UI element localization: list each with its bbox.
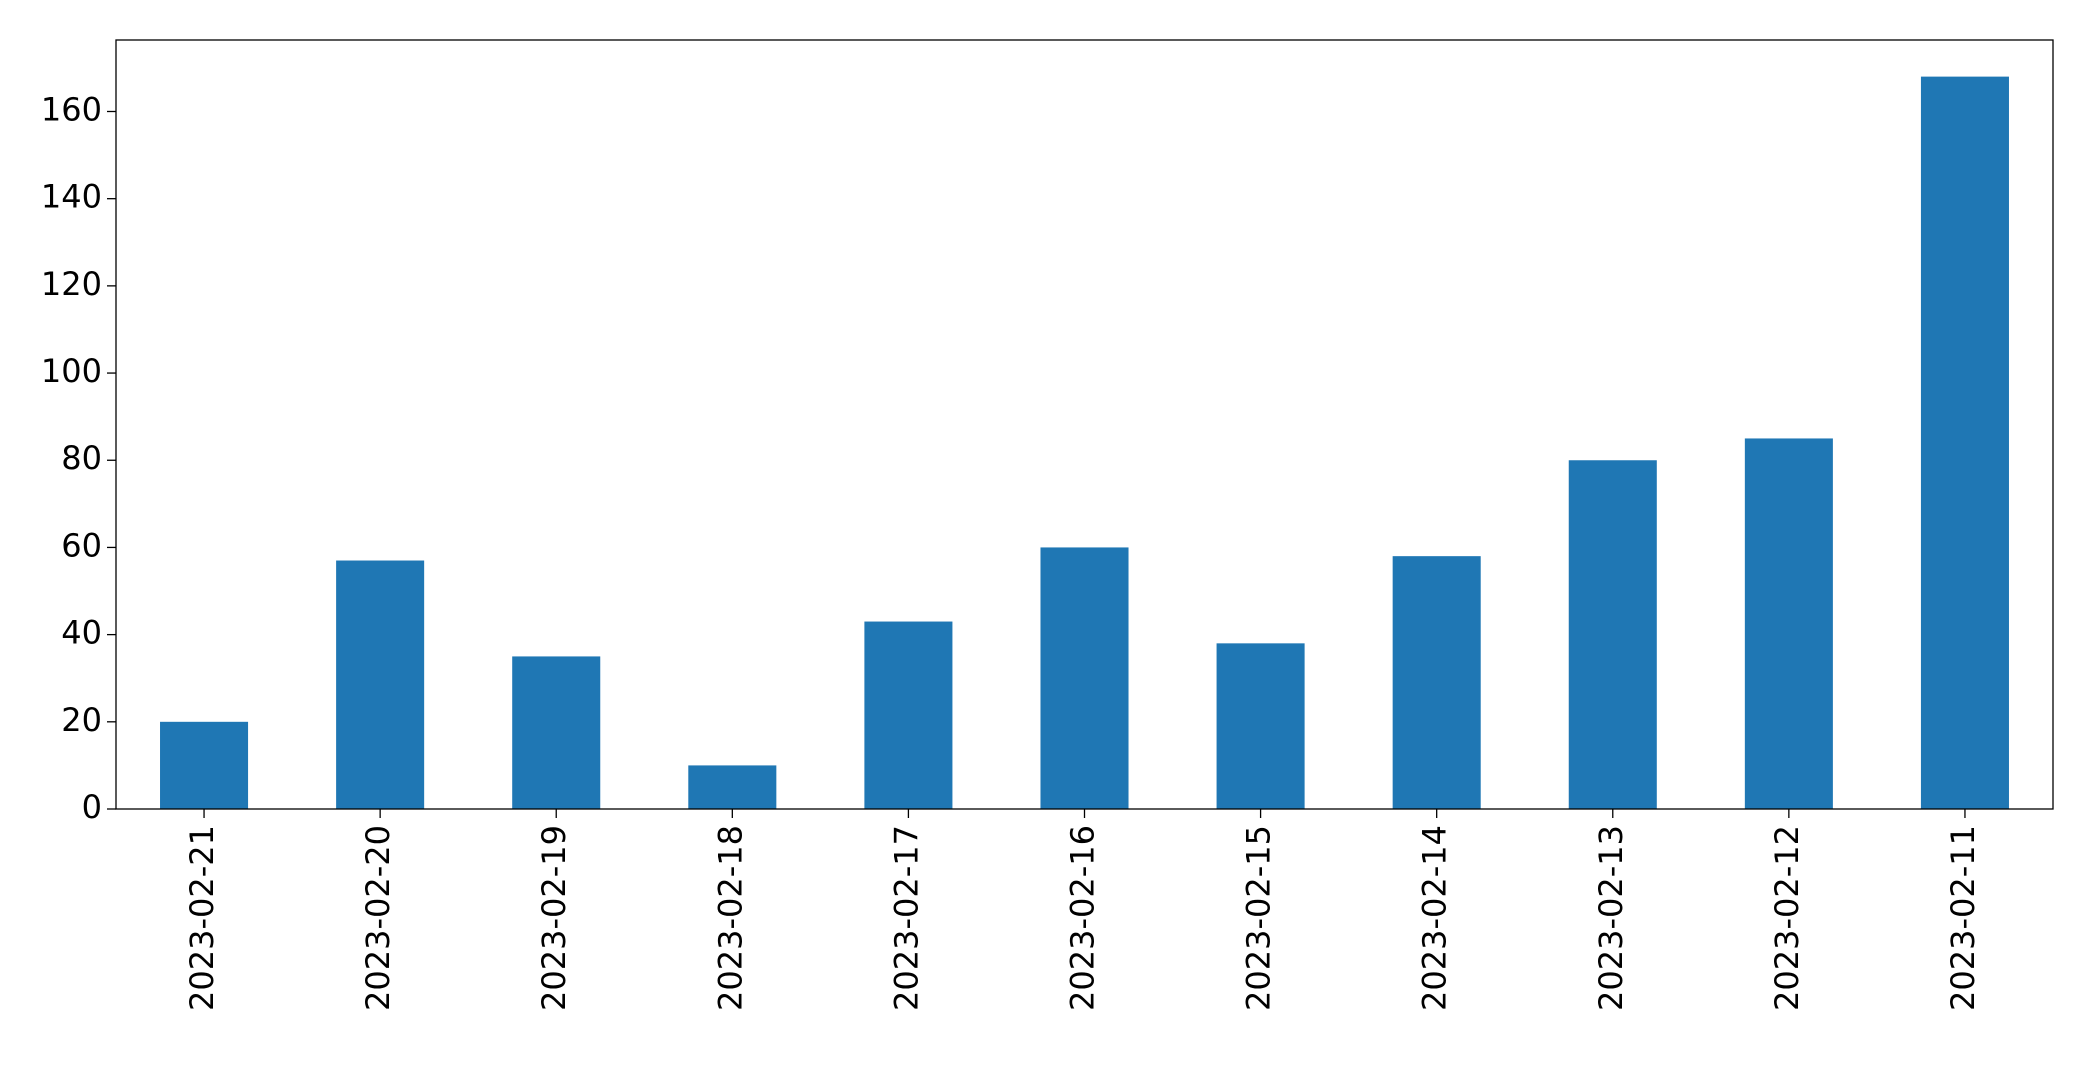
bar [1568,460,1657,809]
x-tick-label: 2023-02-21 [183,825,221,1011]
x-tick-label: 2023-02-17 [887,825,925,1011]
y-tick-label: 120 [41,265,102,303]
bar [864,621,953,809]
y-tick-label: 80 [61,439,102,477]
y-tick-label: 20 [61,701,102,739]
x-tick-label: 2023-02-14 [1416,825,1454,1011]
y-tick-label: 40 [61,614,102,652]
bar [1920,76,2009,810]
x-tick-label: 2023-02-12 [1768,825,1806,1011]
bar [1040,547,1129,809]
y-tick-label: 160 [41,90,102,128]
x-tick-label: 2023-02-15 [1240,825,1278,1011]
bar [160,721,249,809]
bar [1392,556,1481,809]
x-tick-label: 2023-02-20 [359,825,397,1011]
bar [336,560,425,809]
bar [688,765,777,809]
x-tick-label: 2023-02-11 [1944,825,1982,1011]
y-tick-label: 60 [61,526,102,564]
bar [512,656,601,809]
x-tick-label: 2023-02-19 [535,825,573,1011]
y-tick-label: 100 [41,352,102,390]
bar [1744,438,1833,809]
bar [1216,643,1305,809]
x-tick-label: 2023-02-16 [1064,825,1102,1011]
y-tick-label: 140 [41,178,102,216]
y-tick-label: 0 [82,788,102,826]
x-tick-label: 2023-02-13 [1592,825,1630,1011]
axes-frame [115,39,2054,810]
x-tick-label: 2023-02-18 [711,825,749,1011]
